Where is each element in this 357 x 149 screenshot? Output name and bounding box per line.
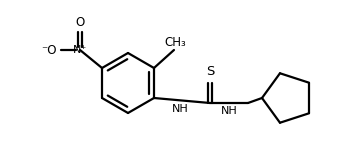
Text: NH: NH (221, 106, 237, 116)
Text: O: O (75, 16, 85, 29)
Text: N⁺: N⁺ (73, 45, 87, 55)
Text: ⁻O: ⁻O (41, 44, 57, 56)
Text: NH: NH (172, 104, 188, 114)
Text: S: S (206, 65, 214, 78)
Text: CH₃: CH₃ (164, 36, 186, 49)
